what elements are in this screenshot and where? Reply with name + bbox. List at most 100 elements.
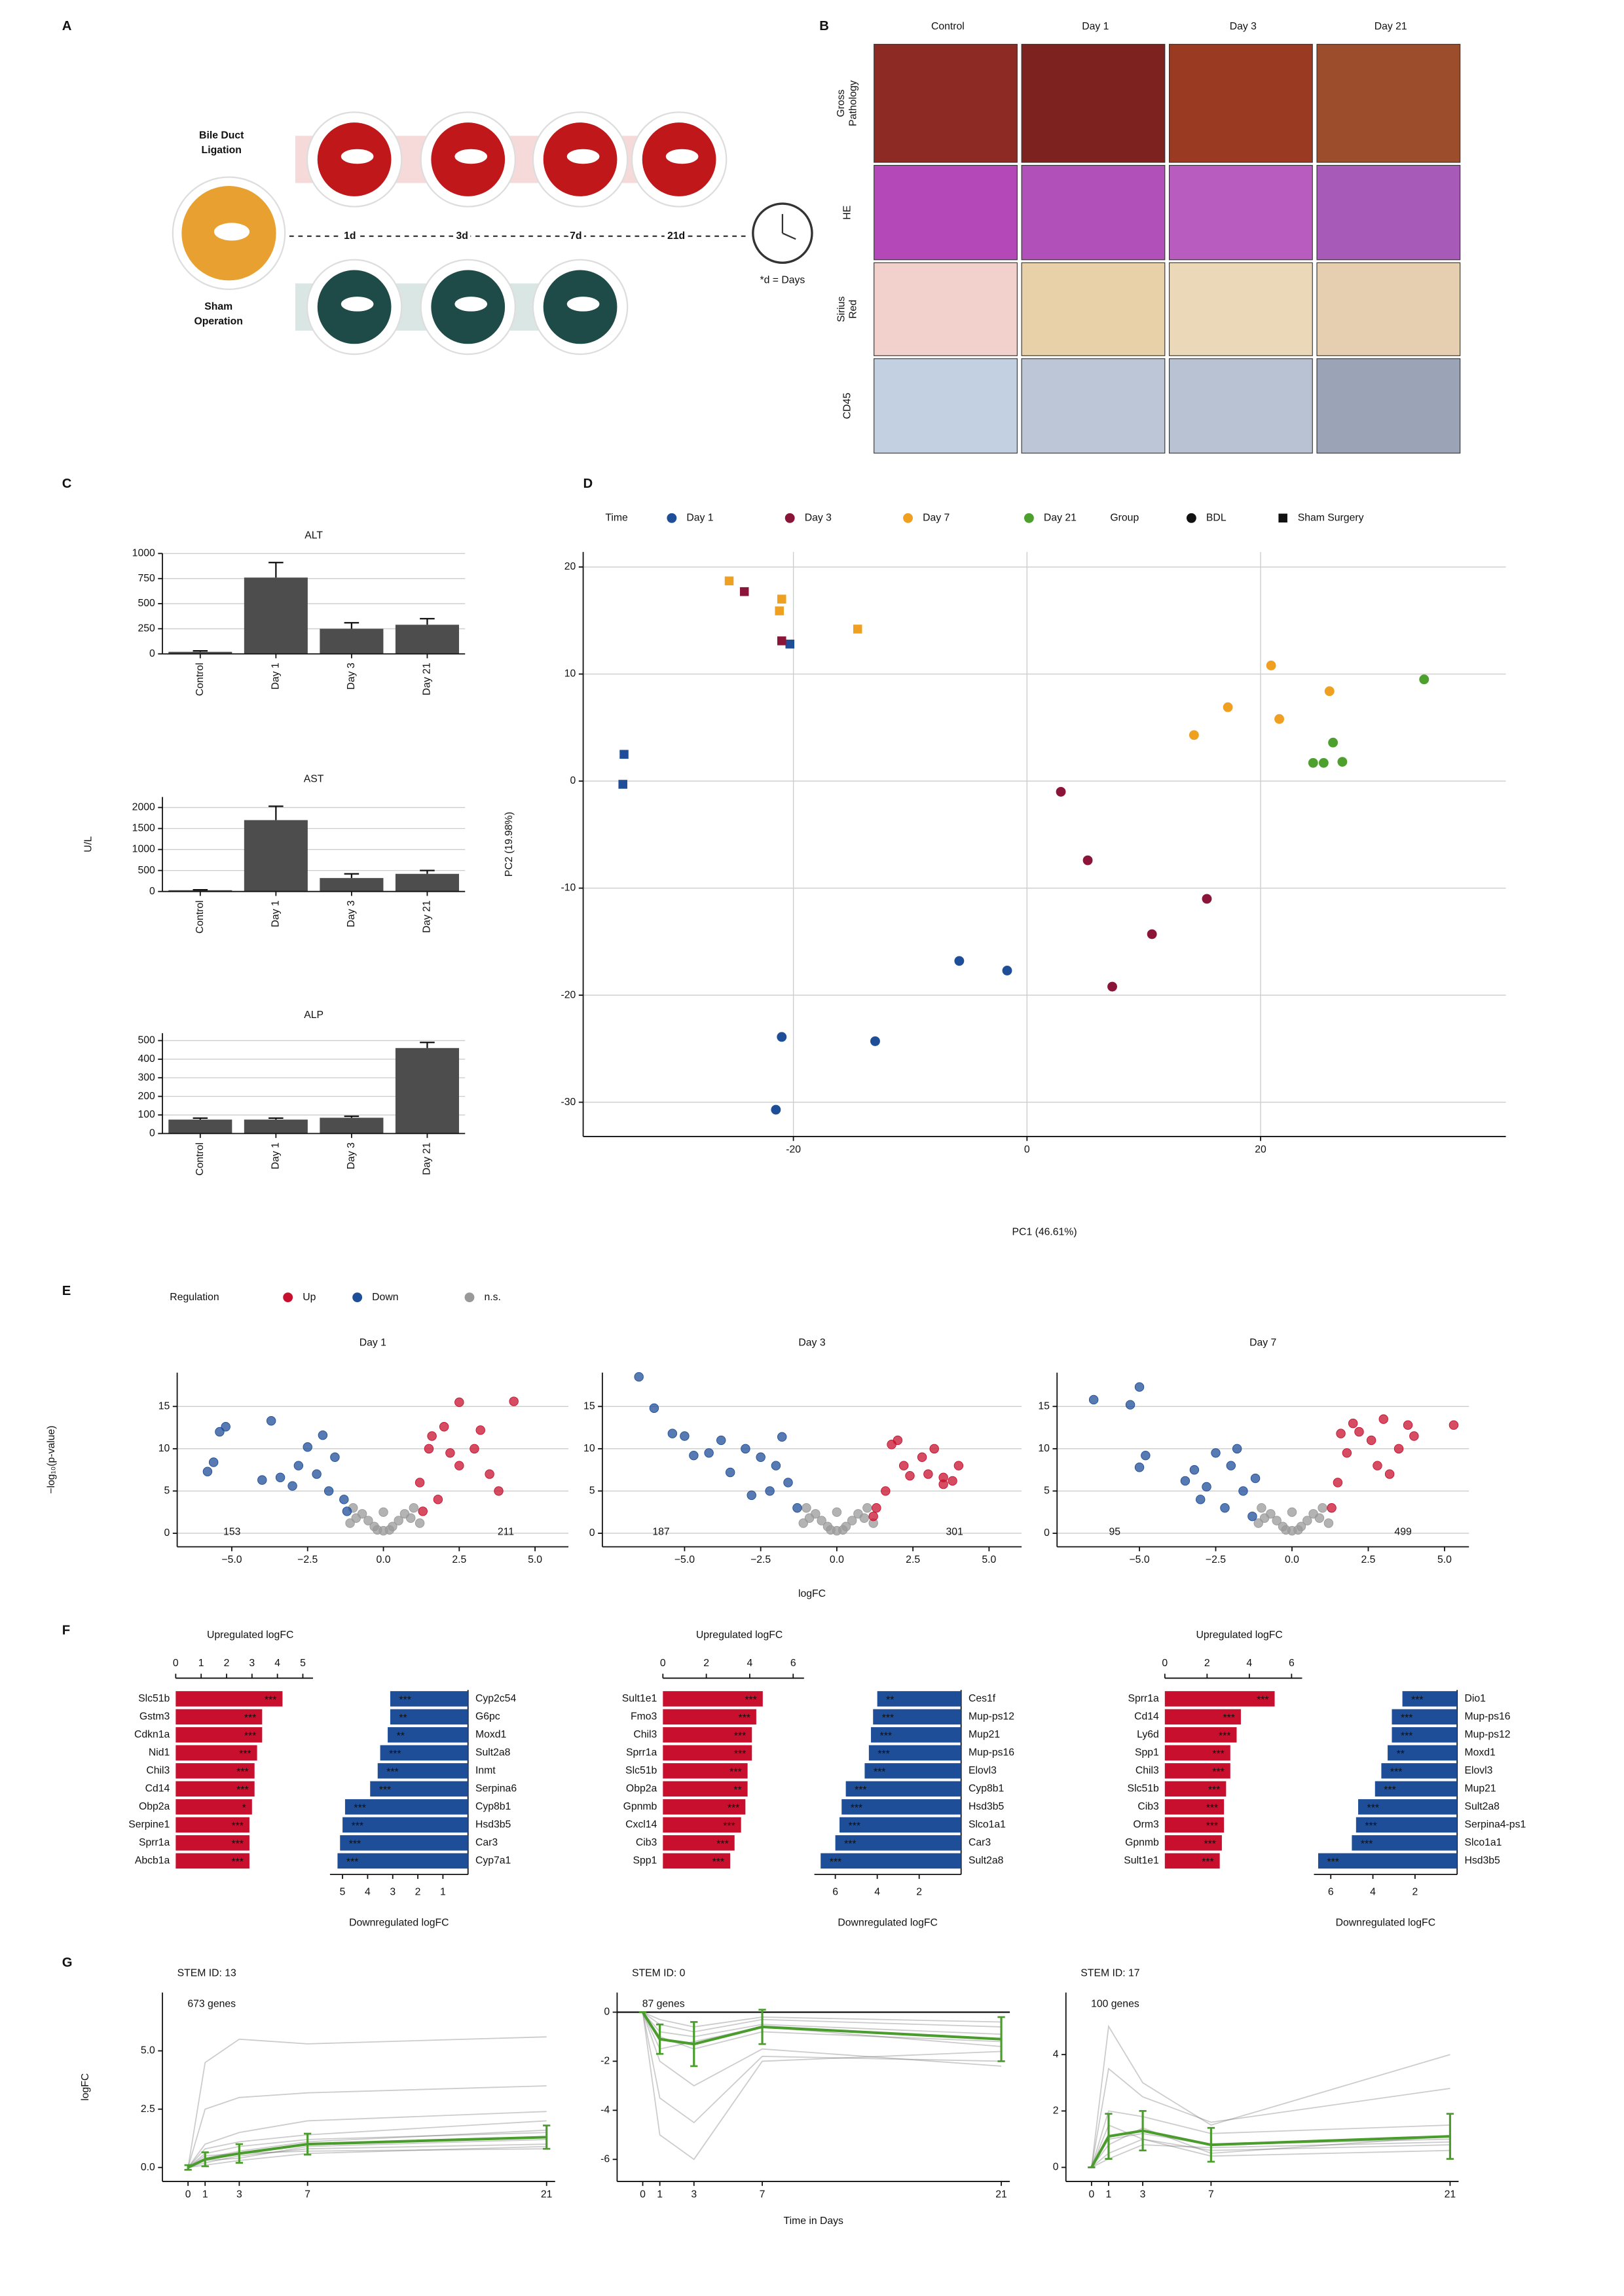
point xyxy=(312,1469,322,1479)
row-label: HE xyxy=(841,206,853,220)
point xyxy=(1134,1382,1145,1392)
y-tick-label: -2 xyxy=(600,2056,610,2067)
gene-label: Mup-ps12 xyxy=(969,1711,1014,1722)
y-tick-label: 5 xyxy=(589,1485,595,1497)
significance: *** xyxy=(877,1749,889,1760)
point xyxy=(777,636,786,646)
point xyxy=(1056,786,1066,797)
x-tick-label: 4 xyxy=(274,1658,280,1669)
gene-label: Cd14 xyxy=(145,1783,170,1795)
point xyxy=(1125,1400,1135,1410)
chart-title: STEM ID: 13 xyxy=(177,1967,236,1978)
point xyxy=(378,1507,388,1517)
mouse xyxy=(341,297,374,312)
significance: *** xyxy=(236,1766,248,1777)
x-tick-label: 1 xyxy=(440,1886,446,1897)
point xyxy=(303,1442,312,1452)
y-tick-label: 0 xyxy=(149,1128,155,1139)
x-tick-label: 0 xyxy=(1024,1144,1030,1155)
bar xyxy=(845,1781,961,1797)
point xyxy=(409,1503,419,1513)
point xyxy=(415,1518,425,1528)
count-label: 95 xyxy=(1109,1526,1121,1537)
gene-line xyxy=(1090,2024,1450,2168)
x-tick-label: Day 1 xyxy=(270,900,282,927)
gene-line xyxy=(187,2036,547,2168)
gene-label: Hsd3b5 xyxy=(475,1819,511,1831)
x-tick-label: 7 xyxy=(760,2189,766,2200)
x-tick-label: Control xyxy=(194,900,206,934)
x-tick-label: −5.0 xyxy=(221,1554,242,1565)
column-header: Control xyxy=(931,21,965,32)
chart-title: ALP xyxy=(304,1010,323,1021)
point xyxy=(1281,1525,1291,1535)
point xyxy=(777,1032,787,1042)
panel-label: F xyxy=(62,1624,70,1638)
x-tick-label: Day 3 xyxy=(346,663,357,689)
point xyxy=(1002,966,1012,975)
x-tick-label: Day 1 xyxy=(270,663,282,689)
significance: *** xyxy=(236,1785,248,1796)
point xyxy=(783,1478,793,1487)
bar xyxy=(175,1745,257,1761)
x-tick-label: 6 xyxy=(832,1886,838,1897)
point xyxy=(345,1518,355,1528)
significance: ** xyxy=(886,1694,894,1705)
point xyxy=(785,640,795,649)
bar xyxy=(663,1763,748,1779)
point xyxy=(1232,1444,1242,1454)
significance: *** xyxy=(386,1766,398,1777)
point xyxy=(494,1486,504,1496)
significance: *** xyxy=(855,1785,866,1796)
legend-label: Day 21 xyxy=(1044,512,1077,523)
point xyxy=(771,1461,781,1470)
point xyxy=(771,1104,781,1115)
x-tick-label: 3 xyxy=(1140,2189,1146,2200)
significance: *** xyxy=(728,1802,739,1813)
gene-line xyxy=(187,2111,547,2168)
bar xyxy=(370,1781,468,1797)
point xyxy=(330,1452,340,1462)
gene-label: Orm3 xyxy=(1133,1819,1159,1831)
gene-line xyxy=(642,2012,1002,2086)
legend-marker xyxy=(352,1292,363,1303)
gene-label: Mup21 xyxy=(969,1729,1000,1740)
sham-label: Operation xyxy=(194,316,242,327)
chart-subtitle: 87 genes xyxy=(642,1999,685,2010)
sham-label: Sham xyxy=(204,301,232,312)
x-tick-label: −2.5 xyxy=(750,1554,771,1565)
point xyxy=(221,1422,231,1432)
gene-label: Hsd3b5 xyxy=(1464,1855,1500,1867)
point xyxy=(798,1518,808,1528)
point xyxy=(811,1509,821,1519)
micrograph xyxy=(1021,262,1166,356)
gene-label: Ces1f xyxy=(969,1693,996,1704)
point xyxy=(953,1461,964,1470)
row-label: Gross xyxy=(836,90,847,117)
point xyxy=(433,1495,443,1504)
legend-label: Down xyxy=(372,1292,398,1303)
point xyxy=(1211,1448,1221,1458)
point xyxy=(792,1503,802,1513)
significance: *** xyxy=(1204,1838,1215,1850)
bar xyxy=(175,1709,263,1725)
x-tick-label: 1 xyxy=(657,2189,663,2200)
gene-line xyxy=(642,2012,1002,2160)
timepoint: 3d xyxy=(456,230,468,242)
bar xyxy=(1164,1745,1230,1761)
significance: *** xyxy=(346,1857,358,1868)
point xyxy=(1302,1516,1312,1525)
point xyxy=(1449,1420,1459,1430)
significance: *** xyxy=(1384,1785,1395,1796)
point xyxy=(777,594,786,604)
point xyxy=(373,1525,382,1535)
y-tick-label: 4 xyxy=(1053,2049,1059,2060)
point xyxy=(1196,1495,1206,1504)
significance: *** xyxy=(830,1857,841,1868)
point xyxy=(1393,1444,1404,1454)
micrograph xyxy=(1021,44,1166,163)
bar xyxy=(1388,1745,1458,1761)
bar xyxy=(873,1709,961,1725)
point xyxy=(1024,513,1034,523)
